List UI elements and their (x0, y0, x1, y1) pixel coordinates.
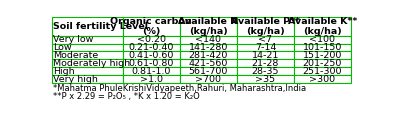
Bar (293, 75, 350, 83)
Text: 0.81-1.0: 0.81-1.0 (131, 67, 170, 76)
Bar (52, 17, 122, 36)
Text: 151-200: 151-200 (302, 51, 341, 60)
Text: Organic carbon
(%): Organic carbon (%) (110, 17, 192, 36)
Bar (52, 75, 122, 83)
Text: Soil fertility Level: Soil fertility Level (53, 22, 148, 31)
Bar (122, 52, 179, 59)
Bar (236, 67, 293, 75)
Text: Very low: Very low (53, 35, 93, 44)
Text: 141-280: 141-280 (188, 43, 227, 52)
Bar (52, 52, 122, 59)
Text: 281-420: 281-420 (188, 51, 227, 60)
Bar (293, 52, 350, 59)
Text: >700: >700 (195, 75, 221, 84)
Text: 561-700: 561-700 (188, 67, 227, 76)
Bar (236, 75, 293, 83)
Text: *Mahatma PhuleKrishiVidyapeeth,Rahuri, Maharashtra,India: *Mahatma PhuleKrishiVidyapeeth,Rahuri, M… (53, 84, 305, 93)
Text: Available P**
(kg/ha): Available P** (kg/ha) (230, 17, 299, 36)
Text: Available K**
(kg/ha): Available K** (kg/ha) (287, 17, 356, 36)
Bar (122, 75, 179, 83)
Bar (122, 59, 179, 67)
Bar (179, 59, 236, 67)
Bar (236, 36, 293, 44)
Text: >1.0: >1.0 (140, 75, 162, 84)
Text: 0.21-0.40: 0.21-0.40 (128, 43, 174, 52)
Text: 21-28: 21-28 (251, 59, 278, 68)
Bar (293, 17, 350, 36)
Text: 7-14: 7-14 (254, 43, 275, 52)
Text: Low: Low (53, 43, 71, 52)
Bar (179, 44, 236, 52)
Text: >300: >300 (309, 75, 335, 84)
Text: <100: <100 (309, 35, 334, 44)
Text: Moderate: Moderate (53, 51, 98, 60)
Text: Very high: Very high (53, 75, 98, 84)
Bar (122, 67, 179, 75)
Bar (122, 36, 179, 44)
Text: 0.61-0.80: 0.61-0.80 (128, 59, 174, 68)
Bar (122, 17, 179, 36)
Bar (179, 17, 236, 36)
Bar (236, 59, 293, 67)
Bar (179, 36, 236, 44)
Text: <140: <140 (195, 35, 221, 44)
Text: 201-250: 201-250 (302, 59, 341, 68)
Bar (293, 44, 350, 52)
Bar (293, 67, 350, 75)
Bar (179, 75, 236, 83)
Bar (52, 36, 122, 44)
Bar (52, 59, 122, 67)
Bar (179, 52, 236, 59)
Bar (236, 52, 293, 59)
Bar (52, 44, 122, 52)
Bar (52, 67, 122, 75)
Text: 28-35: 28-35 (251, 67, 278, 76)
Text: **P x 2.29 = P₂O₅ , *K x 1.20 = K₂O: **P x 2.29 = P₂O₅ , *K x 1.20 = K₂O (53, 92, 199, 101)
Text: 14-21: 14-21 (251, 51, 278, 60)
Text: Moderately high: Moderately high (53, 59, 130, 68)
Text: >35: >35 (255, 75, 275, 84)
Bar (236, 17, 293, 36)
Text: <0.20: <0.20 (136, 35, 165, 44)
Bar (122, 44, 179, 52)
Text: <7: <7 (258, 35, 272, 44)
Bar (236, 44, 293, 52)
Text: High: High (53, 67, 75, 76)
Text: 251-300: 251-300 (302, 67, 341, 76)
Text: 0.41-0.60: 0.41-0.60 (128, 51, 174, 60)
Bar (179, 67, 236, 75)
Text: 421-560: 421-560 (188, 59, 227, 68)
Bar (293, 36, 350, 44)
Text: 101-150: 101-150 (302, 43, 341, 52)
Bar (293, 59, 350, 67)
Text: Available N
(kg/ha): Available N (kg/ha) (178, 17, 238, 36)
